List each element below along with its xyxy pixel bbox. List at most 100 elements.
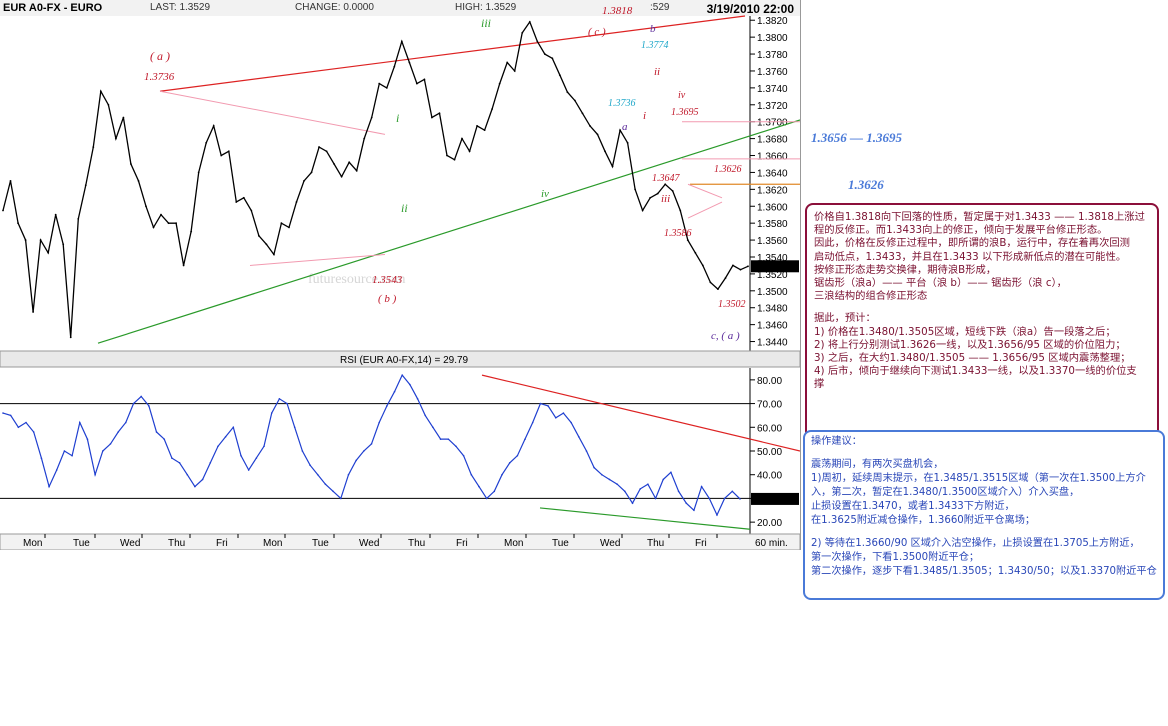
price-point xyxy=(242,196,245,199)
rsi-point xyxy=(447,438,450,440)
price-y-tick-label: 1.3560 xyxy=(757,236,788,247)
rsi-point xyxy=(194,485,196,488)
rsi-point xyxy=(547,405,549,407)
price-point xyxy=(551,57,554,60)
price-point xyxy=(694,251,697,254)
rsi-point xyxy=(616,483,618,486)
rsi-point xyxy=(25,421,27,424)
rsi-point xyxy=(132,402,135,405)
price-point xyxy=(476,125,478,127)
rsi-point xyxy=(240,454,242,457)
datetime-label: 3/19/2010 22:00 xyxy=(706,2,794,16)
analysis-line: 2) 将上行分别测试1.3626一线，以及1.3656/95 区域的价位阻力； xyxy=(814,338,1126,351)
wave-annotation: ii xyxy=(401,201,408,215)
rsi-point xyxy=(601,473,603,476)
analysis-line: 4) 后市，倾向于继续向下测试1.3433一线，以及1.3370一线的价位支 xyxy=(814,365,1137,378)
price-y-tick-label: 1.3820 xyxy=(757,16,788,27)
price-point xyxy=(483,129,486,132)
rsi-point xyxy=(647,483,649,486)
analysis-line: 锯齿形（浪a）—— 平台（浪 b）—— 锯齿形（浪 c）， xyxy=(814,277,1067,290)
price-point xyxy=(393,65,396,68)
price-point xyxy=(408,61,411,64)
advice-line: 2) 等待在1.3660/90 区域介入沽空操作，止损设置在1.3705上方附近… xyxy=(811,538,1140,549)
rsi-point xyxy=(94,473,96,476)
advice-line: 止损设置在1.3470，或者1.3433下方附近， xyxy=(811,501,1015,512)
price-point xyxy=(182,264,185,267)
rsi-point xyxy=(516,454,519,457)
chart-panel: EUR A0-FX - EURO LAST: 1.3529 CHANGE: 0.… xyxy=(0,0,801,550)
price-point xyxy=(664,183,667,186)
price-point xyxy=(596,133,599,136)
x-tick-label: Tue xyxy=(552,538,569,549)
wave-annotation: iii xyxy=(661,193,670,205)
rsi-title: RSI (EUR A0-FX,14) = 29.79 xyxy=(340,355,469,366)
price-point xyxy=(423,78,426,81)
rsi-point xyxy=(470,473,473,476)
price-point xyxy=(295,201,298,203)
price-point xyxy=(24,239,27,241)
rsi-point xyxy=(700,485,703,488)
price-point xyxy=(566,91,569,94)
rsi-point xyxy=(293,426,296,429)
rsi-point xyxy=(485,497,488,500)
price-y-tick-label: 1.3680 xyxy=(757,135,788,146)
analysis-line: 启动低点，1.3433，并且在1.3433 以下形成新低点的潜在可能性。 xyxy=(814,250,1127,263)
analysis-line: 因此，价格在反修正过程中，即所谓的浪B，运行中，存在着再次回测 xyxy=(814,237,1130,250)
advice-box: 操作建议： 震荡期间，有两次买盘机会， 1)周初，延续周末提示，在1.3485/1.… xyxy=(803,430,1165,600)
rsi-point xyxy=(86,438,89,440)
price-point xyxy=(122,116,125,119)
low-label: :529 xyxy=(650,2,670,13)
rsi-series-line xyxy=(2,373,741,517)
price-point xyxy=(431,116,433,119)
rsi-point xyxy=(708,497,711,500)
rsi-point xyxy=(32,431,35,433)
price-point xyxy=(536,40,539,43)
advice-line: 第二次操作，逐步下看1.3485/1.3505；1.3430/50；以及1.33… xyxy=(811,566,1157,577)
wave-annotation: iii xyxy=(481,16,491,30)
price-point xyxy=(453,158,456,161)
x-tick-label: Mon xyxy=(263,538,282,549)
rsi-point xyxy=(209,462,212,464)
rsi-point xyxy=(662,478,665,481)
rsi-point xyxy=(577,435,580,438)
x-tick-label: Thu xyxy=(168,538,185,549)
rsi-point xyxy=(401,374,404,376)
rsi-point xyxy=(125,421,127,424)
rsi-point xyxy=(2,412,4,414)
resistance-range-label: 1.3656 — 1.3695 xyxy=(811,130,902,145)
rsi-point xyxy=(562,412,565,414)
price-point xyxy=(303,179,305,182)
price-point xyxy=(355,169,358,172)
price-point xyxy=(235,201,238,203)
wave-annotation: iv xyxy=(678,90,686,101)
price-point xyxy=(619,129,621,132)
price-y-tick-label: 1.3540 xyxy=(757,253,788,264)
analysis-line: 程的反修正。而1.3433向上的修正，倾向于发展平台修正形态。 xyxy=(814,224,1108,237)
price-point xyxy=(175,222,177,225)
rsi-point xyxy=(370,443,373,445)
price-point xyxy=(47,251,50,254)
price-point xyxy=(415,82,418,85)
analysis-line: 价格自1.3818向下回落的性质，暂定属于对1.3433 —— 1.3818上涨… xyxy=(814,211,1145,223)
price-point xyxy=(574,99,576,102)
price-point xyxy=(318,146,320,148)
rsi-point xyxy=(286,402,288,405)
rsi-point xyxy=(393,390,396,393)
wave-annotation: a xyxy=(622,121,628,133)
price-y-tick-label: 1.3520 xyxy=(757,270,788,281)
price-point xyxy=(468,150,471,153)
lower-channel-line xyxy=(97,119,800,344)
last-price-box xyxy=(751,260,799,273)
price-y-tick-label: 1.3800 xyxy=(757,33,788,44)
price-point xyxy=(671,190,674,192)
price-point xyxy=(250,209,253,212)
advice-line: 操作建议： xyxy=(811,436,862,447)
wave-annotation: 1.3774 xyxy=(641,40,669,51)
price-y-tick-label: 1.3480 xyxy=(757,304,788,315)
price-point xyxy=(363,137,366,140)
price-point xyxy=(99,90,102,93)
rsi-point xyxy=(109,443,112,445)
quote-header: EUR A0-FX - EURO LAST: 1.3529 CHANGE: 0.… xyxy=(0,0,800,17)
price-point xyxy=(17,222,19,225)
price-point xyxy=(280,222,283,225)
